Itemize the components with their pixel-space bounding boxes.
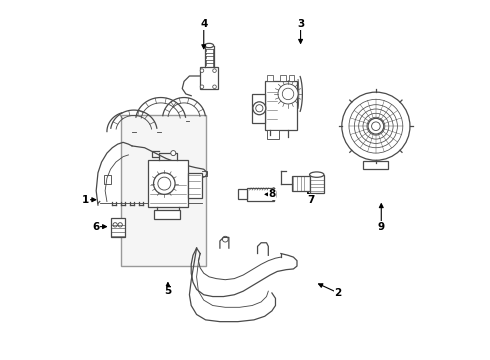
Bar [200,67,218,89]
Text: 4: 4 [200,19,207,29]
Bar [364,161,389,169]
Bar [267,75,273,81]
Ellipse shape [205,43,214,48]
Circle shape [222,236,228,242]
Text: 3: 3 [297,19,304,29]
Bar [188,173,202,198]
Circle shape [213,85,216,89]
Bar [238,189,247,199]
Circle shape [253,102,266,115]
Bar [104,175,111,184]
Bar [252,94,265,123]
Ellipse shape [271,188,276,201]
Bar [111,218,125,237]
Text: 7: 7 [308,195,315,205]
Text: 2: 2 [335,288,342,298]
Bar [122,116,205,266]
Bar [265,81,297,130]
Circle shape [368,118,384,134]
Circle shape [278,84,298,104]
Text: 1: 1 [82,195,89,205]
Bar [267,130,279,139]
Ellipse shape [310,172,324,177]
Circle shape [200,69,204,72]
Bar [292,176,310,191]
Bar [148,160,188,207]
Circle shape [342,92,410,160]
Text: 5: 5 [164,286,171,296]
Bar [280,75,286,81]
Circle shape [200,85,204,89]
Text: 9: 9 [378,222,385,231]
Text: 6: 6 [93,222,100,231]
Bar [153,211,180,220]
Bar [289,75,294,81]
Text: 8: 8 [268,189,275,199]
Circle shape [171,150,176,156]
Bar [310,175,324,193]
Circle shape [213,69,216,72]
Circle shape [153,173,175,194]
Bar [247,188,274,201]
